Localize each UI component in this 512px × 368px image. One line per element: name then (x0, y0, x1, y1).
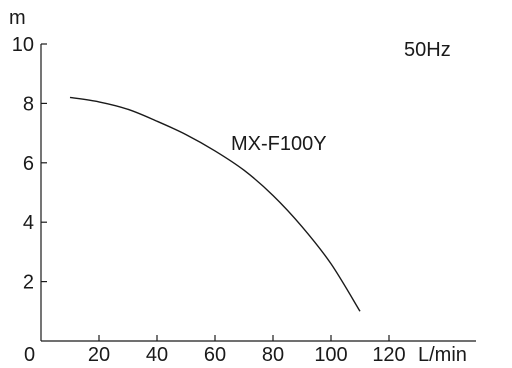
series-line (69, 96, 361, 312)
x-tick-label: 100 (314, 344, 347, 366)
y-tick-label: 6 (23, 153, 34, 175)
series-layer (69, 96, 361, 312)
ticks: 2 4 6 8 10 20 40 60 80 100 120 (12, 34, 406, 366)
y-tick-label: 2 (23, 272, 34, 294)
y-tick-label: 10 (12, 34, 34, 56)
series-label: MX-F100Y (231, 133, 327, 155)
x-tick-label: 20 (88, 344, 110, 366)
frequency-annotation: 50Hz (404, 39, 451, 61)
y-tick-label: 4 (23, 212, 34, 234)
y-tick-label: 8 (23, 93, 34, 115)
labels-layer: m L/min 50Hz 0 MX-F100Y (9, 7, 467, 366)
x-tick-label: 60 (204, 344, 226, 366)
axes (40, 44, 476, 342)
x-tick-label: 80 (262, 344, 284, 366)
x-axis-unit-label: L/min (418, 344, 467, 366)
x-tick-label: 40 (146, 344, 168, 366)
y-axis-unit-label: m (9, 7, 26, 29)
x-tick-label: 120 (372, 344, 405, 366)
origin-label: 0 (24, 344, 35, 366)
